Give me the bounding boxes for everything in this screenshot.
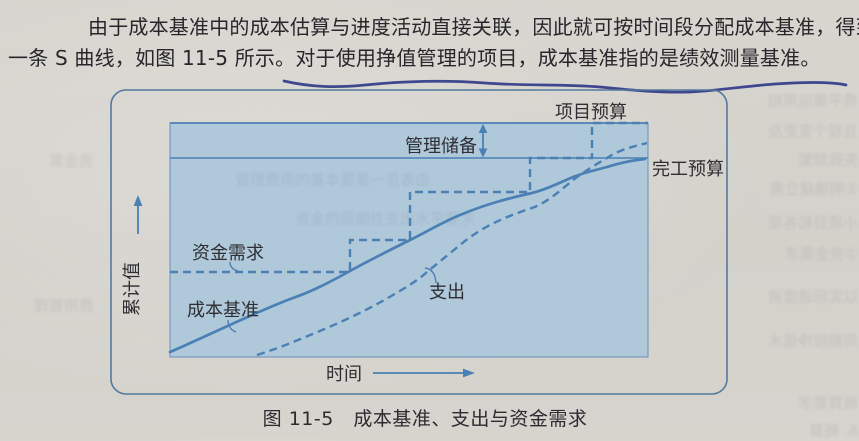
funding-requirements-pointer [229, 261, 239, 272]
x-axis-label: 时间 [326, 364, 362, 385]
management-reserve-arrow [478, 124, 488, 158]
figure-outer-box [110, 89, 728, 395]
wavy-underline-stroke [282, 79, 848, 94]
y-axis-arrow [133, 195, 143, 234]
showthrough-in-chart: 管理费用的基本要素一览表由 资金的周期性支出水平要求 [235, 171, 475, 228]
showthrough-text: 费用管理 [33, 297, 94, 315]
management-reserve-label: 管理储备 [405, 136, 477, 157]
x-axis-arrow [373, 368, 475, 378]
expenditure-pointer [424, 267, 437, 284]
showthrough-text: 资金的周期性支出水平要求 [295, 210, 475, 228]
expenditure-curve [256, 141, 648, 357]
cost-baseline-pointer [227, 319, 237, 333]
showthrough-text: 管理费用的基本要素一览表由 [235, 171, 430, 189]
bac-label: 完工预算 [652, 159, 724, 180]
cost-baseline-label: 成本基准 [187, 300, 259, 321]
handwritten-wavy-underline [282, 79, 848, 94]
y-axis-label: 累计值 [122, 262, 143, 316]
paragraph-line-1: 由于成本基准中的成本估算与进度活动直接关联，因此就可按时间段分配成本基准，得到 [88, 15, 859, 39]
funding-requirements-label: 资金需求 [192, 243, 264, 264]
figure-11-5-diagram: 管理费用的基本要素一览表由 资金的周期性支出水平要求 项目预算 管理储备 完工预… [110, 89, 728, 395]
paragraph-line-2: 一条 S 曲线，如图 11-5 所示。对于使用挣值管理的项目，成本基准指的是绩效… [8, 46, 821, 70]
showthrough-text: 资金需 [48, 152, 94, 170]
figure-caption: 图 11-5 成本基准、支出与资金需求 [262, 408, 588, 430]
cost-baseline-curve [168, 157, 647, 354]
funding-requirements-step-line [170, 121, 648, 274]
expenditure-label: 支出 [429, 282, 465, 303]
project-budget-label: 项目预算 [555, 102, 627, 123]
